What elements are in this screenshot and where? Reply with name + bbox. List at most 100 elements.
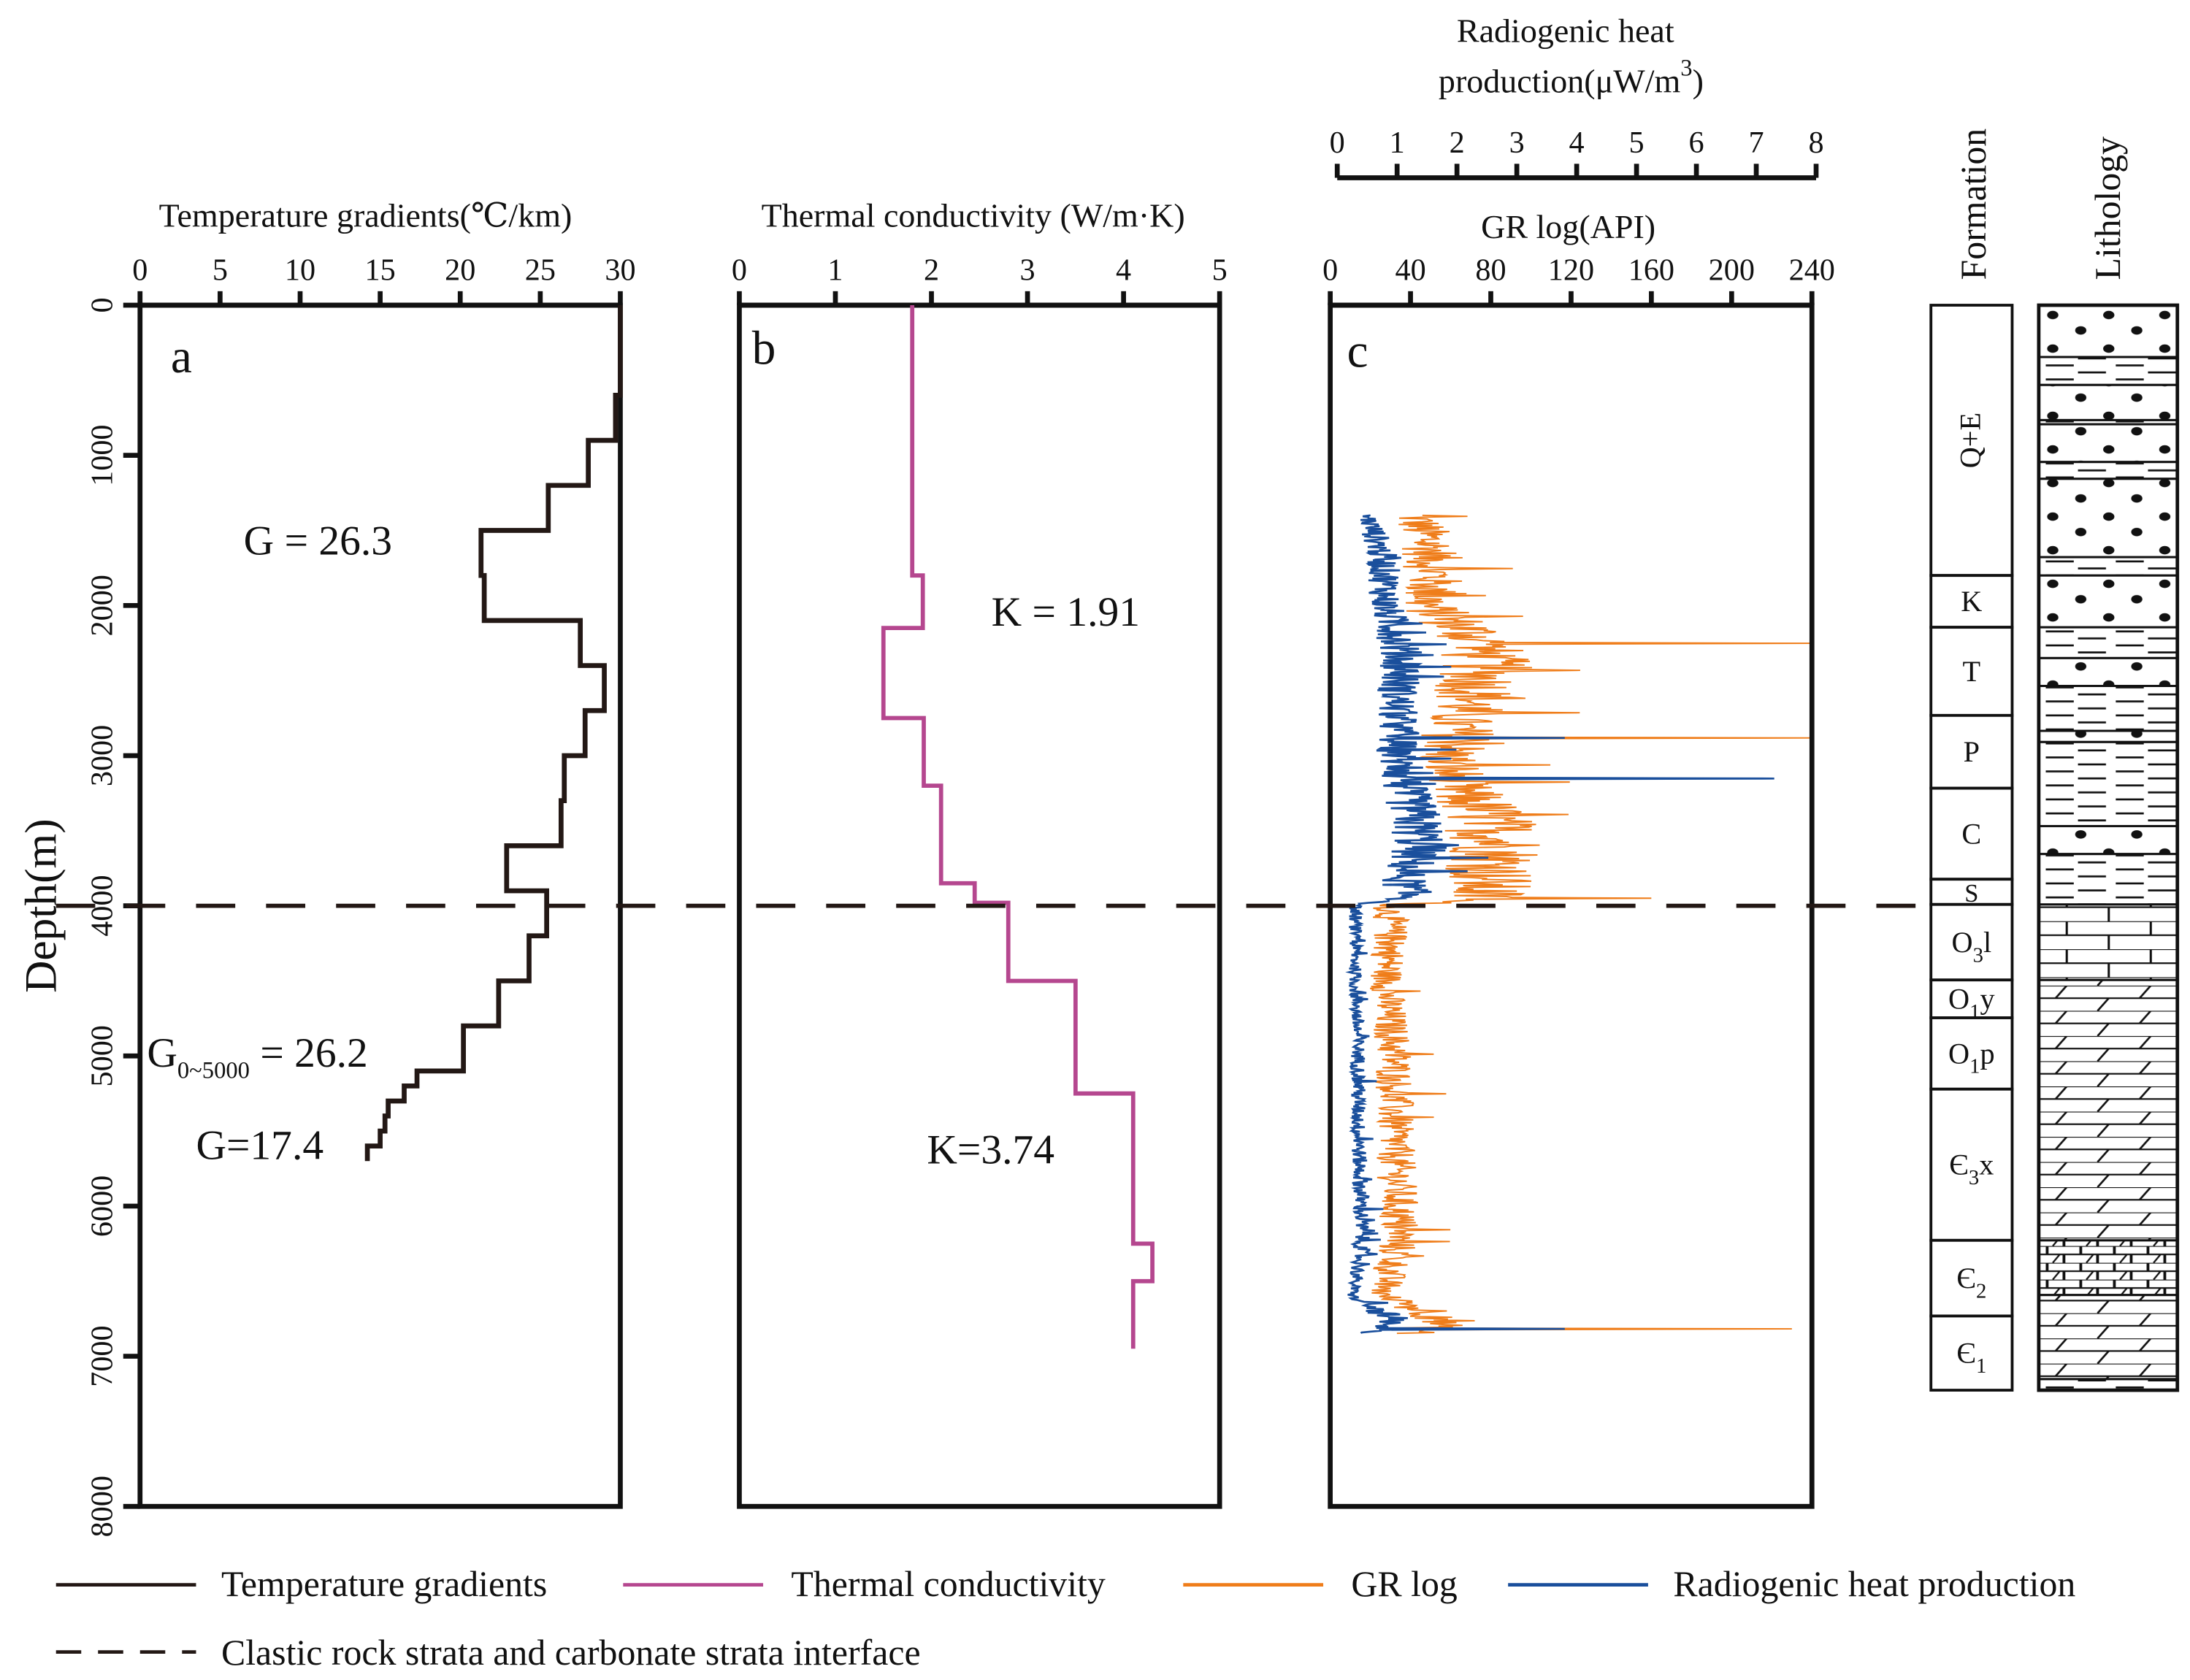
panel-label-c: c [1347, 325, 1368, 377]
formation-column: Q+E K T P C S O3l O1y O1p Є3x Є2 Є1 [1929, 304, 2014, 1392]
plot-frame-b [737, 302, 1222, 1509]
x2-c-tick-label: 1 [1390, 126, 1405, 160]
x-a-tick-label: 0 [132, 253, 148, 288]
lithology-layer-mudstone [2037, 461, 2179, 480]
legend-label-rhp: Radiogenic heat production [1673, 1564, 2075, 1604]
annotation-g-upper: G = 26.3 [244, 518, 392, 564]
y-tick-label: 6000 [85, 1175, 119, 1237]
formation-unit [1929, 1314, 2014, 1392]
x-c-tick-label: 240 [1789, 253, 1835, 288]
formation-label: C [1961, 817, 1981, 850]
lithology-layer-mudstone [2037, 626, 2179, 659]
lithology-layer-sandstone [2037, 656, 2179, 687]
x2-c-tick-label: 8 [1808, 126, 1823, 160]
x2-c-tick-label: 6 [1689, 126, 1704, 160]
x2-ticks-c: 0 1 2 3 4 5 6 7 8 [1330, 126, 1824, 180]
x-b-tick-label: 4 [1116, 253, 1131, 288]
lithology-layer-sandstone [2037, 824, 2179, 856]
x-a-tick-label: 25 [525, 253, 556, 288]
annotation-k-lower: K=3.74 [927, 1127, 1054, 1173]
lithology-layer-mudstone [2037, 356, 2179, 386]
x-a-tick-label: 20 [445, 253, 475, 288]
x2-c-tick-label: 3 [1509, 126, 1525, 160]
lithology-layer-limestone [2037, 903, 2179, 981]
x2-c-tick-label: 2 [1450, 126, 1465, 160]
lithology-layer-sandstone [2037, 423, 2179, 464]
x2-axis-title-line2: production(μW/m3) [1439, 55, 1704, 100]
legend: Temperature gradients Thermal conductivi… [55, 1564, 2075, 1673]
x-b-tick-label: 3 [1020, 253, 1035, 288]
x-axis-title-a: Temperature gradients(℃/km) [159, 197, 573, 234]
formation-label: O1p [1948, 1037, 1995, 1078]
lithology-layer-mudstone [2037, 685, 2179, 732]
formation-unit [1929, 1087, 2014, 1242]
formation-title: Formation [1953, 129, 1994, 280]
x-axis-title-b: Thermal conductivity (W/m·K) [762, 197, 1185, 234]
x-c-tick-label: 0 [1322, 253, 1338, 288]
x-ticks-b: 0 1 2 3 4 5 [732, 253, 1228, 308]
lithology-layer-sandstone [2037, 304, 2179, 358]
y-tick-label: 5000 [85, 1025, 119, 1086]
panel-label-b: b [752, 323, 776, 375]
formation-unit [1929, 1016, 2014, 1091]
lithology-layer-mudstone [2037, 556, 2179, 577]
lithology-column [2037, 303, 2180, 1392]
formation-label: O3l [1952, 926, 1992, 967]
lithology-title: Lithology [2088, 137, 2128, 280]
y-tick-label: 1000 [85, 424, 119, 486]
panel-label-a: a [171, 331, 192, 383]
thermal-conductivity-line [881, 305, 1155, 1349]
annotation-g-average: G0~5000 = 26.2 [147, 1030, 367, 1083]
x-a-tick-label: 15 [365, 253, 396, 288]
x-ticks-c: 0 40 80 120 160 200 240 [1322, 253, 1835, 308]
x-a-tick-label: 5 [213, 253, 228, 288]
lithology-layer-dolomitic-limestone [2037, 1239, 2179, 1297]
formation-unit [1929, 978, 2014, 1019]
gr-rhp-panel: Radiogenic heat production(μW/m3) 0 1 2 3 4 5… [1322, 12, 1835, 1509]
temperature-gradient-panel: Temperature gradients(℃/km) 0 5 10 15 20 25 30… [17, 197, 636, 1538]
formation-unit [1929, 626, 2014, 717]
x-c-tick-label: 200 [1709, 253, 1755, 288]
x-a-tick-label: 10 [285, 253, 315, 288]
thermal-conductivity-panel: Thermal conductivity (W/m·K) 0 1 2 3 4 5 b K … [732, 197, 1228, 1509]
x2-c-tick-label: 4 [1569, 126, 1585, 160]
x-c-tick-label: 80 [1475, 253, 1506, 288]
lithology-layer-mudstone [2037, 740, 2179, 827]
x2-c-tick-label: 5 [1629, 126, 1645, 160]
legend-label-temperature: Temperature gradients [221, 1564, 547, 1604]
x-c-tick-label: 40 [1395, 253, 1425, 288]
formation-unit [1929, 878, 2014, 906]
legend-label-gr: GR log [1351, 1564, 1457, 1604]
x-b-tick-label: 5 [1212, 253, 1228, 288]
x-c-tick-label: 160 [1628, 253, 1674, 288]
formation-label: O1y [1948, 983, 1995, 1024]
formation-label: T [1963, 655, 1981, 688]
temperature-gradient-line [364, 305, 623, 1162]
lithology-layer-sandstone [2037, 574, 2179, 629]
x-c-tick-label: 120 [1548, 253, 1594, 288]
lithology-layer-sandstone [2037, 729, 2179, 743]
formation-label: S [1964, 880, 1978, 908]
lithology-layer-mudstone [2037, 853, 2179, 906]
lithology-layer-sandstone [2037, 477, 2179, 559]
lithology-layer-dolomite [2037, 978, 2179, 1242]
y-tick-label: 0 [85, 297, 119, 312]
y-tick-label: 2000 [85, 575, 119, 636]
x2-axis-title-line1: Radiogenic heat [1457, 12, 1674, 50]
lithology-layer-sandstone [2037, 383, 2179, 421]
lithology-layer-dolomite [2037, 1294, 2179, 1381]
x-b-tick-label: 2 [924, 253, 939, 288]
formation-unit [1929, 902, 2014, 982]
y-tick-label: 7000 [85, 1325, 119, 1386]
formation-label: K [1961, 585, 1982, 618]
x2-c-tick-label: 7 [1748, 126, 1764, 160]
formation-label: Q+E [1953, 413, 1986, 468]
formation-label: P [1964, 735, 1980, 768]
legend-label-conductivity: Thermal conductivity [791, 1564, 1106, 1604]
x-b-tick-label: 0 [732, 253, 747, 288]
formation-unit [1929, 1238, 2014, 1318]
x-ticks-a: 0 5 10 15 20 25 30 [132, 253, 636, 308]
lithology-frame [2037, 303, 2180, 1392]
